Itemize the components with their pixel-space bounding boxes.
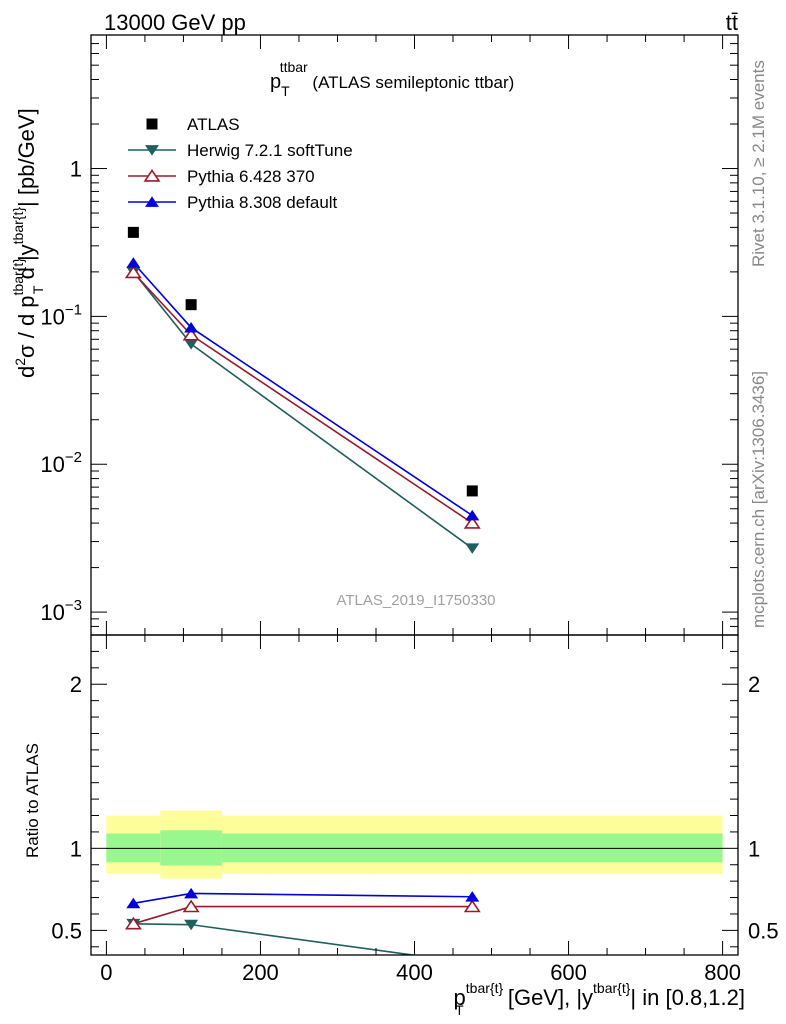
- header-energy-label: 13000 GeV pp: [104, 10, 246, 35]
- main-point-data-1: [185, 299, 197, 311]
- ratio-line-herwig: [133, 923, 419, 955]
- main-y-axis-label: d2σ / d ptbar{t} T d |ytbar{t}| [pb/GeV]: [10, 108, 46, 378]
- legend-label-pythia6: Pythia 6.428 370: [187, 167, 315, 186]
- ratio-line-pythia6: [133, 905, 473, 925]
- plot-title-sub: T: [281, 83, 290, 99]
- plot-title-sup: ttbar: [280, 59, 308, 75]
- x-tick-label-600: 600: [550, 960, 587, 985]
- legend-marker-pythia6: [143, 168, 161, 182]
- legend-label-pythia8: Pythia 8.308 default: [187, 193, 338, 212]
- ratio-point-herwig-1: [184, 919, 199, 931]
- main-line-pythia8: [132, 262, 473, 517]
- main-point-herwig-2: [465, 543, 480, 554]
- analysis-watermark: ATLAS_2019_I1750330: [336, 592, 495, 609]
- ratio-point-pythia6-0: [124, 916, 142, 930]
- legend-label-data: ATLAS: [187, 115, 240, 134]
- x-tick-label-0: 0: [100, 960, 112, 985]
- plot-title-rest: (ATLAS semileptonic ttbar): [308, 73, 515, 92]
- main-point-data-2: [466, 485, 478, 497]
- plot-title-main: p: [270, 71, 281, 93]
- ratio-line-pythia8: [133, 892, 473, 905]
- ratio-point-pythia8-2: [465, 891, 480, 902]
- main-point-pythia6-2: [463, 516, 481, 529]
- ratio-y-tick-label-right: 0.5: [748, 918, 779, 943]
- main-y-tick-label: 10−2: [40, 449, 82, 477]
- ratio-y-tick-label-right: 2: [748, 672, 760, 697]
- main-y-tick-label: 1: [70, 157, 82, 182]
- main-point-herwig-1: [184, 339, 199, 350]
- ratio-point-pythia8-0: [126, 897, 141, 909]
- mcplots-label: mcplots.cern.ch [arXiv:1306.3436]: [749, 371, 768, 628]
- ratio-y-axis-label: Ratio to ATLAS: [23, 743, 42, 858]
- main-point-pythia8-1: [184, 321, 199, 333]
- ratio-point-pythia6-1: [182, 899, 200, 913]
- main-y-tick-label: 10−3: [40, 597, 82, 625]
- main-point-pythia6-0: [124, 265, 142, 279]
- ratio-y-tick-label: 2: [70, 672, 82, 697]
- main-point-pythia8-0: [126, 257, 141, 268]
- x-tick-label-800: 800: [704, 960, 741, 985]
- legend-marker-herwig: [145, 145, 159, 156]
- main-point-pythia6-1: [182, 327, 200, 341]
- main-line-pythia6: [132, 271, 473, 524]
- rivet-version-label: Rivet 3.1.10, ≥ 2.1M events: [749, 60, 768, 267]
- x-tick-label-400: 400: [396, 960, 433, 985]
- legend-marker-pythia8: [145, 196, 159, 207]
- main-point-data-0: [127, 226, 139, 238]
- main-point-pythia8-2: [465, 509, 480, 521]
- ratio-point-pythia6-2: [463, 899, 481, 913]
- main-y-tick-label: 10−1: [40, 301, 82, 329]
- ratio-y-tick-label-right: 1: [748, 836, 760, 861]
- x-axis-label: ptbar{t} T [GeV], |ytbar{t}| in [0.8,1.2]: [454, 980, 745, 1018]
- legend-marker-data: [146, 118, 158, 130]
- ratio-lines-group: [133, 892, 473, 955]
- ratio-markers-group: [124, 887, 481, 931]
- x-tick-label-200: 200: [242, 960, 279, 985]
- ratio-point-pythia8-1: [184, 887, 199, 899]
- legend-label-herwig: Herwig 7.2.1 softTune: [187, 141, 353, 160]
- ratio-y-tick-label: 0.5: [51, 918, 82, 943]
- plot-title: pTttbar (ATLAS semileptonic ttbar): [270, 59, 514, 99]
- ratio-y-tick-label: 1: [70, 836, 82, 861]
- header-process-label: tt̄: [726, 10, 738, 35]
